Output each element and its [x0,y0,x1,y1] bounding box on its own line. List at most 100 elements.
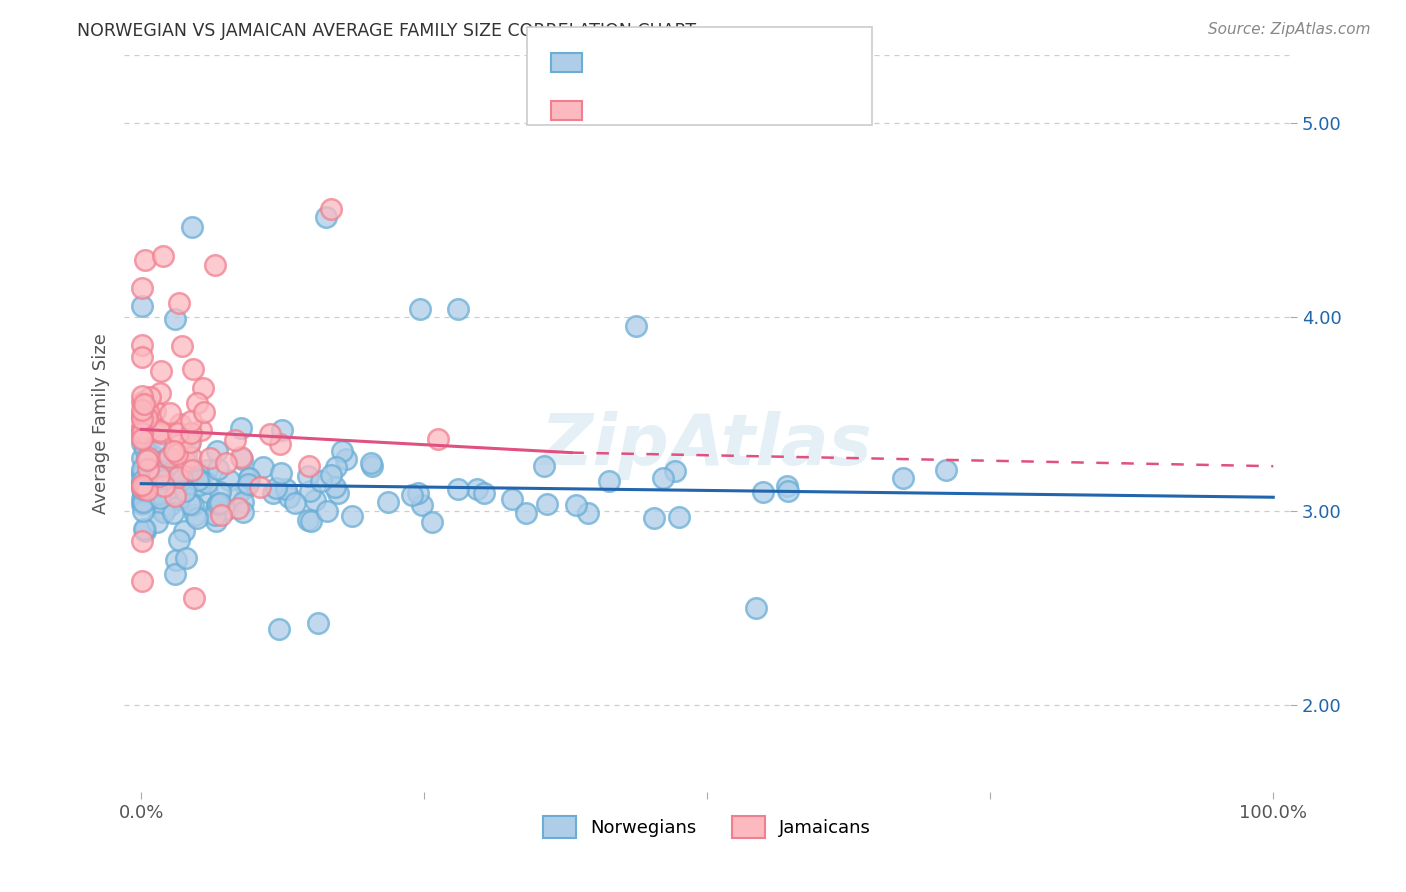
Text: NORWEGIAN VS JAMAICAN AVERAGE FAMILY SIZE CORRELATION CHART: NORWEGIAN VS JAMAICAN AVERAGE FAMILY SIZ… [77,22,696,40]
Point [131,475,153,489]
Point [238,471,260,485]
Point [132,496,155,510]
Point [186,396,208,410]
Point [138,390,160,404]
Point [138,450,160,465]
Point [180,414,202,428]
Point [146,516,169,530]
Point [162,507,184,521]
Point [231,452,253,467]
Point [134,456,156,470]
Point [186,511,208,525]
Point [340,508,363,523]
Point [131,467,153,481]
Point [131,480,153,494]
Point [269,437,291,451]
Point [207,497,229,511]
Point [152,505,174,519]
Point [167,470,190,484]
Point [406,485,429,500]
Point [304,492,326,507]
Point [284,496,307,510]
Point [184,508,207,523]
Point [229,450,252,465]
Point [143,435,166,450]
Point [270,466,292,480]
Point [149,385,172,400]
Point [776,483,799,498]
Point [193,404,215,418]
Point [188,472,211,486]
Point [135,450,157,465]
Point [207,461,229,475]
Point [238,471,260,485]
Point [173,483,195,497]
Point [309,474,332,488]
Point [152,249,174,263]
Point [159,406,181,420]
Point [217,502,239,516]
Point [179,497,201,511]
Point [132,465,155,479]
Point [262,486,284,500]
Point [134,524,156,538]
Point [377,495,399,509]
Point [150,454,173,468]
Point [195,485,218,500]
Point [179,460,201,475]
Point [472,486,495,500]
Point [135,483,157,497]
Point [411,499,433,513]
Point [238,477,260,491]
Point [131,436,153,450]
Point [533,458,555,473]
Point [163,312,186,326]
Point [131,475,153,490]
Point [226,501,249,516]
Point [180,426,202,441]
Point [143,476,166,491]
Point [319,202,342,216]
Point [177,467,200,481]
Text: ZipAtlas: ZipAtlas [541,411,873,480]
Point [167,296,190,310]
Point [149,491,172,505]
Point [131,299,153,313]
Point [136,453,159,467]
Point [249,480,271,494]
Point [131,482,153,496]
Point [145,424,167,438]
Y-axis label: Average Family Size: Average Family Size [93,333,110,514]
Point [319,467,342,482]
Point [232,495,254,509]
Text: -0.065: -0.065 [636,95,695,113]
Point [188,477,211,491]
Point [180,450,202,464]
Point [277,490,299,504]
Point [132,495,155,509]
Point [179,435,201,450]
Point [165,489,187,503]
Point [172,486,194,500]
Point [162,444,184,458]
Point [149,426,172,441]
Point [422,515,444,529]
Point [235,480,257,494]
Point [215,456,238,470]
Point [187,473,209,487]
Point [163,567,186,582]
Point [361,459,384,474]
Point [297,469,319,483]
Point [745,600,768,615]
Text: N =: N = [714,47,751,65]
Point [360,457,382,471]
Point [131,425,153,440]
Point [136,462,159,476]
Point [195,475,218,490]
Text: Source: ZipAtlas.com: Source: ZipAtlas.com [1208,22,1371,37]
Point [136,404,159,418]
Point [134,442,156,456]
Point [152,453,174,467]
Point [131,533,153,548]
Point [200,451,222,466]
